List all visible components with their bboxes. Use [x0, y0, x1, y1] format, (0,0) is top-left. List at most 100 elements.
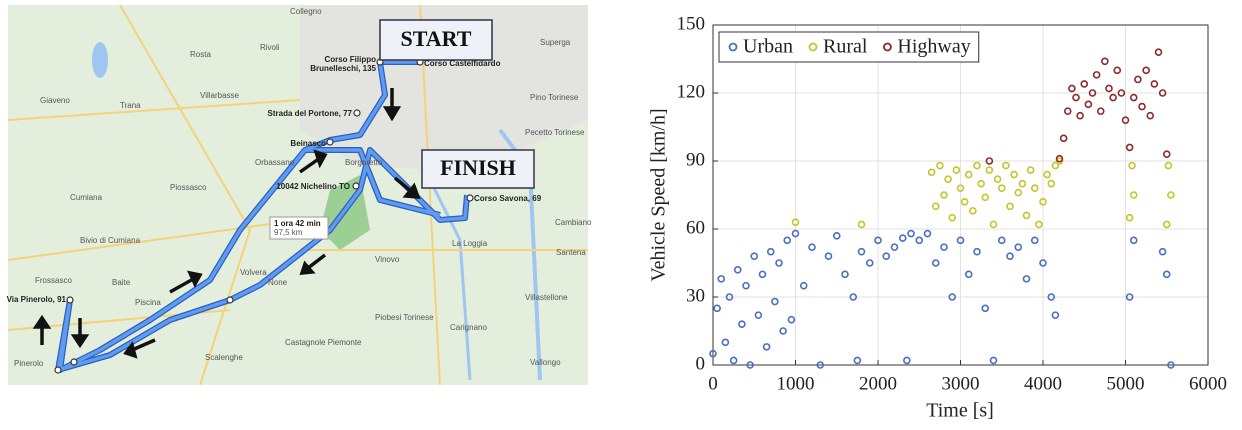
point: [1125, 213, 1134, 222]
point: [762, 343, 771, 351]
point: [1006, 202, 1014, 211]
point: [841, 270, 849, 279]
point: [1117, 89, 1126, 97]
chart: Time [s] Vehicle Speed [km/h] 0 30 60 90 120…: [648, 13, 1227, 421]
x-tick-label: 0: [708, 373, 718, 394]
legend-marker: [728, 42, 738, 52]
place: Pino Torinese: [530, 93, 579, 102]
point: [1150, 80, 1159, 88]
point: [791, 218, 800, 226]
place-names: Collegno Rivoli Rosta Trana Villarbasse …: [14, 7, 592, 368]
point: [742, 281, 750, 290]
point: [1134, 75, 1142, 84]
point: [1129, 236, 1138, 245]
legend: [718, 31, 980, 63]
point: [997, 184, 1006, 192]
point: [985, 157, 994, 165]
x-tick-label: 3000: [942, 373, 980, 394]
point: [713, 304, 721, 313]
arrow: [298, 156, 322, 174]
point: [944, 175, 952, 183]
waypoint: [226, 296, 234, 304]
point: [882, 252, 891, 261]
address: Brunelleschi, 135: [310, 64, 376, 73]
point: [973, 247, 981, 256]
arrow-head: [299, 260, 316, 276]
point: [956, 184, 965, 192]
point: [931, 259, 940, 267]
place: Trana: [120, 101, 141, 110]
point: [931, 202, 940, 211]
point: [1035, 220, 1043, 229]
point: [1047, 293, 1056, 301]
place: Superga: [540, 38, 571, 47]
point: [1162, 220, 1171, 229]
address: Corso Castelfidardo: [424, 59, 501, 68]
place: Volvera: [240, 268, 267, 277]
point: [717, 275, 726, 283]
place: Pecetto Torinese: [525, 128, 585, 137]
point: [1030, 184, 1039, 192]
point: [977, 179, 985, 188]
point: [824, 252, 833, 261]
point: [973, 161, 981, 170]
place: Cumiana: [70, 193, 103, 202]
point: [750, 252, 759, 261]
point: [890, 243, 899, 251]
point: [1068, 84, 1076, 93]
place: Carignano: [450, 323, 487, 332]
point: [964, 170, 973, 179]
point: [1022, 275, 1031, 283]
place: Villarbasse: [200, 91, 240, 100]
point: [758, 270, 767, 279]
point: [1138, 102, 1146, 111]
place: None: [268, 278, 288, 287]
point: [985, 166, 994, 174]
point: [775, 259, 783, 267]
waypoint: [466, 194, 474, 202]
point: [1125, 143, 1134, 152]
road: [7, 4, 588, 386]
point: [952, 166, 961, 174]
place: Frossasco: [35, 276, 72, 285]
place: Bivio di Cumiana: [80, 236, 141, 245]
place: Orbassano: [255, 158, 295, 167]
point: [779, 327, 787, 335]
place: Collegno: [290, 7, 322, 16]
point: [948, 213, 957, 222]
arrow: [131, 338, 156, 352]
point: [738, 320, 746, 329]
point: [1059, 134, 1068, 143]
point: [1101, 57, 1109, 66]
point: [940, 243, 948, 251]
point: [960, 198, 969, 206]
point: [865, 259, 874, 267]
point: [1084, 100, 1093, 109]
point: [1125, 293, 1134, 301]
point: [956, 236, 965, 245]
point: [771, 297, 779, 306]
arrow-head: [70, 334, 90, 349]
y-tick-label: 30: [686, 285, 705, 306]
waypoints: [54, 58, 474, 374]
point: [923, 229, 932, 238]
finish-label: FINISH: [440, 155, 516, 180]
place: Rosta: [190, 50, 211, 59]
start-label: START: [401, 26, 472, 51]
place: Pinerolo: [14, 359, 44, 368]
point: [927, 168, 936, 177]
route-info-box: [269, 216, 329, 240]
point: [1018, 179, 1027, 188]
place: La Loggia: [452, 239, 488, 248]
point: [1154, 48, 1163, 57]
point: [808, 243, 816, 251]
point: [1026, 166, 1035, 174]
point: [721, 338, 730, 347]
point: [1142, 66, 1150, 75]
point: [754, 311, 763, 319]
address: Corso Filippo: [324, 55, 376, 64]
point: [1022, 211, 1031, 220]
point: [1129, 191, 1138, 199]
point: [1092, 71, 1101, 79]
